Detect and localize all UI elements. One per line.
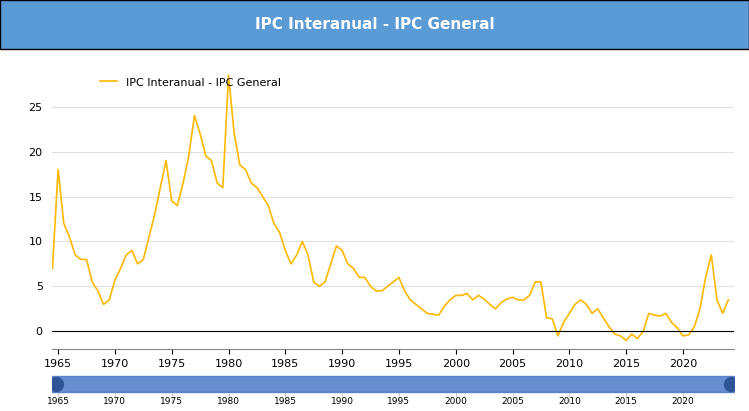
- IPC Interanual - IPC General: [8, 248, 17, 253]
- Text: 1995: 1995: [387, 397, 410, 406]
- Text: 2000: 2000: [444, 397, 467, 406]
- Text: 1980: 1980: [217, 397, 240, 406]
- Text: IPC Interanual - IPC General: IPC Interanual - IPC General: [255, 17, 494, 32]
- Text: 1965: 1965: [46, 397, 70, 406]
- Text: 1985: 1985: [274, 397, 297, 406]
- Line: IPC Interanual - IPC General: IPC Interanual - IPC General: [13, 75, 728, 340]
- IPC Interanual - IPC General: [468, 298, 477, 302]
- IPC Interanual - IPC General: [684, 332, 693, 337]
- IPC Interanual - IPC General: [428, 312, 437, 317]
- IPC Interanual - IPC General: [724, 298, 733, 302]
- IPC Interanual - IPC General: [42, 270, 51, 275]
- FancyBboxPatch shape: [0, 0, 749, 49]
- Text: 2010: 2010: [558, 397, 580, 406]
- Text: 1990: 1990: [330, 397, 354, 406]
- Text: 2015: 2015: [615, 397, 637, 406]
- Text: 2005: 2005: [501, 397, 524, 406]
- IPC Interanual - IPC General: [616, 333, 625, 338]
- Legend: IPC Interanual - IPC General: IPC Interanual - IPC General: [96, 73, 285, 92]
- IPC Interanual - IPC General: [224, 73, 233, 78]
- Text: 1975: 1975: [160, 397, 184, 406]
- Text: 1970: 1970: [103, 397, 127, 406]
- IPC Interanual - IPC General: [440, 304, 449, 309]
- IPC Interanual - IPC General: [622, 338, 631, 343]
- Text: 2020: 2020: [672, 397, 694, 406]
